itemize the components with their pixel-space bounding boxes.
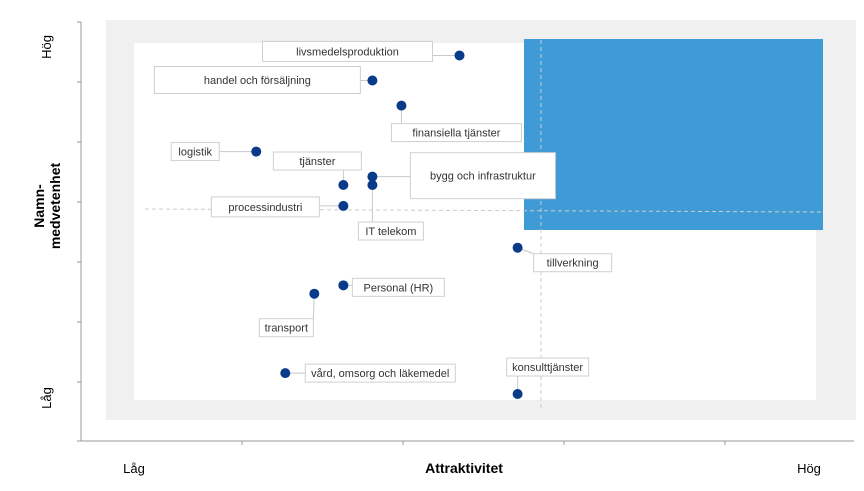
- label-box: [210, 196, 320, 218]
- point-label: livsmedelsproduktion: [296, 46, 399, 58]
- y-axis: [77, 21, 82, 442]
- label-box: [153, 66, 361, 95]
- point-livsmedelsproduktion: livsmedelsproduktion: [262, 40, 465, 62]
- label-box: [357, 221, 424, 241]
- point-marker: [338, 180, 349, 191]
- point-marker: [309, 288, 320, 299]
- x-axis-high-label: Hög: [797, 461, 821, 476]
- point-marker: [251, 146, 262, 157]
- point-label: konsulttjänster: [512, 362, 583, 374]
- point-label: tillverkning: [547, 258, 599, 270]
- label-box: [390, 123, 522, 143]
- point-marker: [512, 242, 523, 253]
- point-label: IT telekom: [365, 226, 416, 238]
- point-tjänster: tjänster: [272, 151, 362, 191]
- point-it-telekom: IT telekom: [357, 180, 424, 241]
- point-vård-omsorg-och-läkemedel: vård, omsorg och läkemedel: [280, 363, 456, 383]
- point-marker: [396, 100, 407, 111]
- y-axis-title-line-1: Namn-: [31, 184, 47, 228]
- label-box: [304, 363, 456, 383]
- label-box: [533, 253, 613, 273]
- point-label: transport: [265, 323, 308, 335]
- y-axis-high-label: Hög: [39, 35, 54, 59]
- point-label: handel och försäljning: [204, 75, 311, 87]
- data-points: livsmedelsproduktion handel och försäljni…: [153, 40, 613, 400]
- point-marker: [367, 75, 378, 86]
- point-personal-hr: Personal (HR): [338, 277, 445, 297]
- point-finansiella-tjänster: finansiella tjänster: [390, 100, 522, 143]
- highlight-quadrant: [524, 39, 823, 230]
- point-transport: transport: [258, 288, 320, 338]
- x-axis-low-label: Låg: [123, 461, 145, 476]
- label-box: [409, 152, 556, 200]
- label-box: [170, 142, 220, 162]
- point-marker: [512, 389, 523, 400]
- point-handel-och-försäljning: handel och försäljning: [153, 66, 378, 95]
- point-marker: [454, 50, 465, 61]
- point-label: bygg och infrastruktur: [430, 171, 536, 183]
- point-label: finansiella tjänster: [412, 128, 500, 140]
- point-logistik: logistik: [170, 142, 262, 162]
- point-label: vård, omsorg och läkemedel: [311, 368, 449, 380]
- label-box: [262, 40, 434, 62]
- point-label: tjänster: [299, 156, 335, 168]
- point-marker: [338, 200, 349, 211]
- point-marker: [367, 180, 378, 191]
- y-axis-title-line-2: medvetenhet: [47, 162, 63, 249]
- label-box: [506, 357, 590, 377]
- point-tillverkning: tillverkning: [512, 242, 613, 273]
- label-box: [351, 277, 445, 297]
- point-marker: [367, 171, 378, 182]
- point-processindustri: processindustri: [210, 196, 349, 218]
- point-marker: [338, 280, 349, 291]
- label-box: [272, 151, 362, 171]
- point-konsulttjänster: konsulttjänster: [506, 357, 590, 400]
- point-label: Personal (HR): [364, 282, 434, 294]
- point-marker: [280, 368, 291, 379]
- label-box: [258, 318, 314, 338]
- point-bygg-och-infrastruktur: bygg och infrastruktur: [367, 152, 556, 200]
- x-axis-title: Attraktivitet: [425, 460, 503, 476]
- x-axis: [81, 440, 854, 445]
- point-label: processindustri: [228, 202, 302, 214]
- point-label: logistik: [178, 147, 212, 159]
- y-axis-low-label: Låg: [39, 387, 54, 409]
